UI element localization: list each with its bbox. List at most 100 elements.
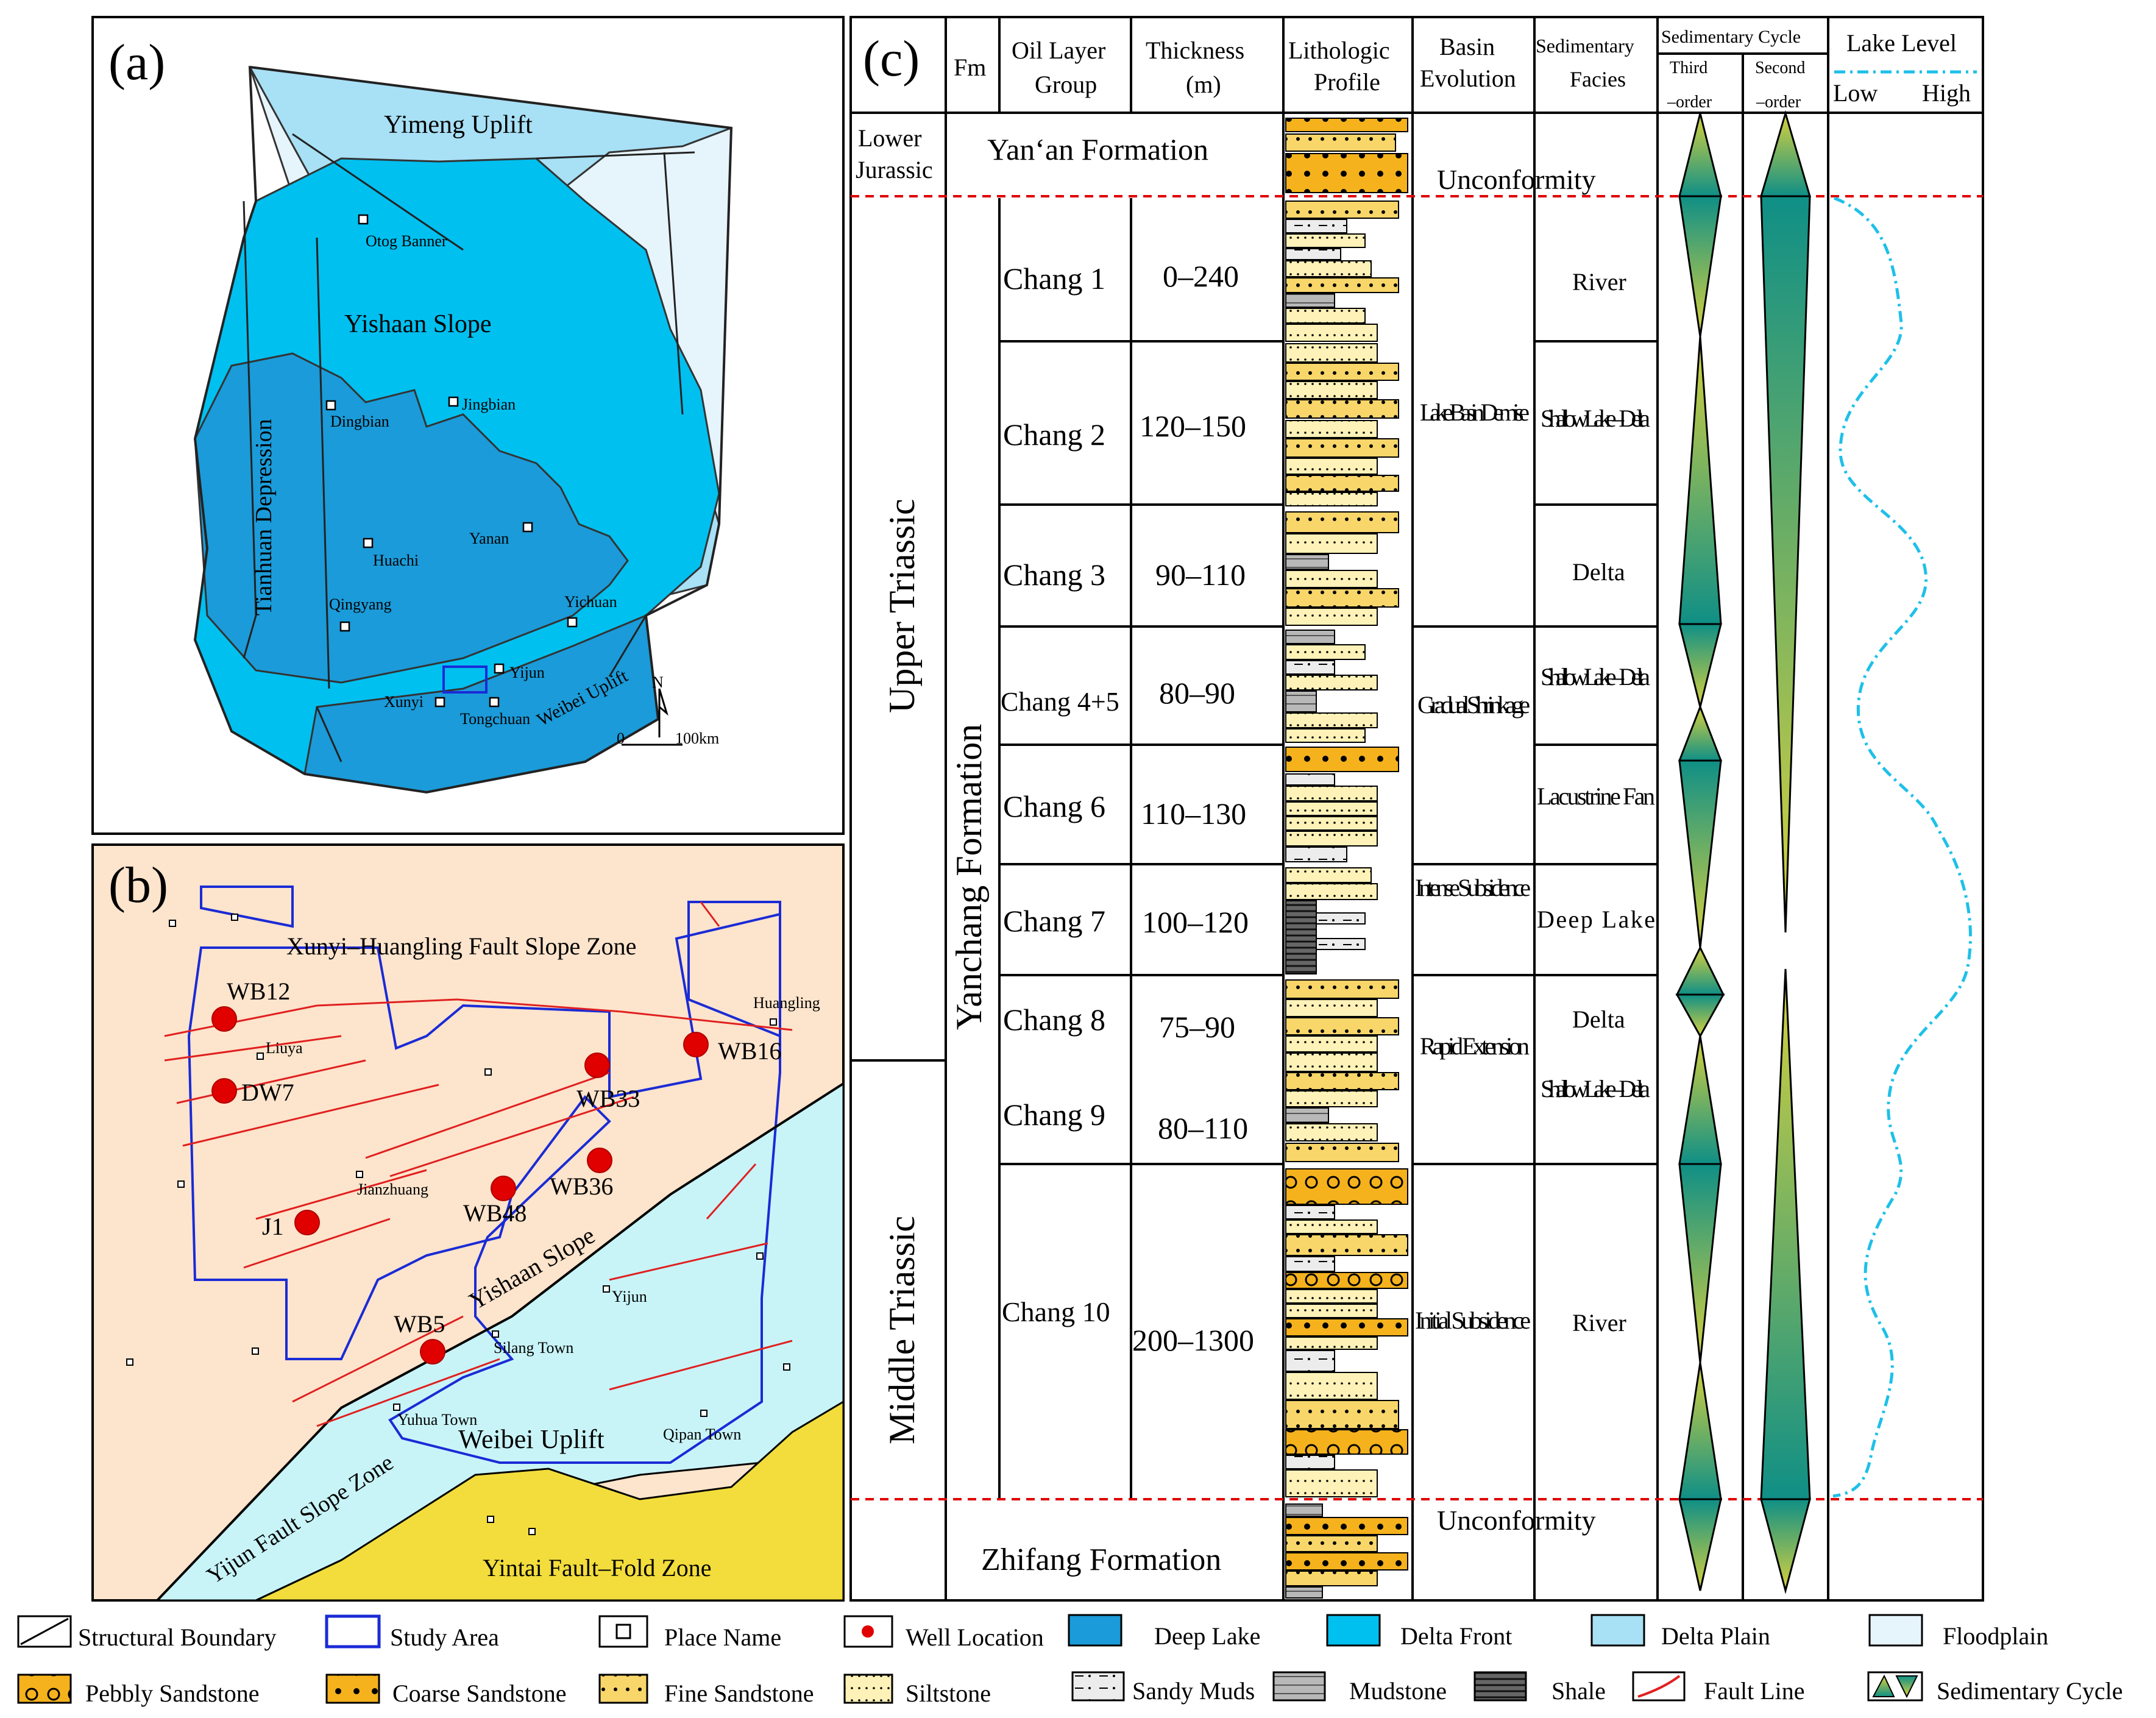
panel-a: (a) Yimeng Uplift Yishaan Slope Tianhuan… bbox=[91, 16, 845, 835]
panel-b: (b) Xunyi–Huangling Fault Slope Zone Yis… bbox=[91, 843, 845, 1602]
svg-text:Shallow Lake –Delta: Shallow Lake –Delta bbox=[1541, 663, 1650, 690]
region-yimeng-uplift: Yimeng Uplift bbox=[384, 111, 533, 139]
place-markers-a bbox=[325, 214, 578, 708]
well-wb16 bbox=[683, 1032, 709, 1057]
header-sedimentary-cycle: Sedimentary Cycle bbox=[1661, 27, 1801, 47]
second-order-cycles bbox=[1759, 110, 1812, 1594]
region-yishaan-slope: Yishaan Slope bbox=[344, 310, 491, 338]
header-facies: Facies bbox=[1570, 67, 1626, 91]
place-yuhua-town: Yuhua Town bbox=[397, 1411, 477, 1429]
svg-text:Rapid Extension: Rapid Extension bbox=[1420, 1032, 1530, 1060]
svg-text:N: N bbox=[652, 673, 664, 691]
well-label-wb36: WB36 bbox=[550, 1173, 613, 1200]
header-thickness-unit: (m) bbox=[1186, 71, 1221, 98]
place-silang-town: Silang Town bbox=[494, 1339, 573, 1357]
well-label-wb33: WB33 bbox=[576, 1085, 640, 1112]
place-xunyi: Xunyi bbox=[384, 693, 424, 711]
lithologic-profile bbox=[1285, 118, 1408, 1599]
legend-study-area: Study Area bbox=[390, 1624, 499, 1651]
legend-place-name: Place Name bbox=[664, 1624, 781, 1651]
svg-text:River: River bbox=[1572, 1309, 1626, 1336]
structural-boundaries bbox=[243, 133, 695, 762]
legend-delta-plain: Delta Plain bbox=[1661, 1622, 1770, 1650]
header-sedimentary: Sedimentary bbox=[1536, 35, 1634, 57]
place-markers-b bbox=[126, 914, 790, 1535]
panel-c-label: (c) bbox=[863, 30, 920, 87]
legend-well-location: Well Location bbox=[906, 1624, 1044, 1651]
legend-mudstone: Mudstone bbox=[1349, 1677, 1447, 1705]
well-label-dw7: DW7 bbox=[241, 1079, 294, 1106]
north-arrow: N bbox=[652, 673, 668, 737]
legend-fine-sandstone: Fine Sandstone bbox=[664, 1680, 814, 1707]
sedimentary-facies: River Shallow Lake –Delta Delta Shallow … bbox=[1537, 268, 1655, 1336]
place-jianzhuang: Jianzhuang bbox=[357, 1180, 428, 1198]
zhifang-formation: Zhifang Formation bbox=[981, 1542, 1221, 1577]
unconformity-top-label: Unconformity bbox=[1437, 164, 1596, 195]
svg-text:Shallow Lake –Delta: Shallow Lake –Delta bbox=[1541, 1075, 1650, 1102]
third-order-cycles bbox=[1675, 113, 1725, 1591]
place-yichuan: Yichuan bbox=[564, 593, 617, 611]
panel-c: (c) Fm Oil Layer Group Thickness (m) Lit… bbox=[849, 16, 1984, 1602]
place-jingbian: Jingbian bbox=[462, 396, 516, 413]
legend-structural-boundary: Structural Boundary bbox=[78, 1624, 277, 1651]
svg-text:100km: 100km bbox=[675, 729, 719, 747]
thickness-chang1: 0–240 bbox=[1163, 259, 1239, 293]
svg-text:Intense Subsidence: Intense Subsidence bbox=[1415, 874, 1531, 901]
header-thickness: Thickness bbox=[1146, 37, 1244, 64]
zone-yintai-fault-fold: Yintai Fault–Fold Zone bbox=[483, 1554, 712, 1581]
legend-shale: Shale bbox=[1551, 1677, 1606, 1705]
place-tongchuan: Tongchuan bbox=[460, 710, 530, 728]
place-otog-banner: Otog Banner bbox=[366, 232, 447, 250]
svg-text:Delta: Delta bbox=[1572, 1006, 1625, 1033]
well-label-wb16: WB16 bbox=[718, 1037, 781, 1065]
boundary-yijun bbox=[156, 1082, 845, 1602]
header-fm: Fm bbox=[954, 54, 986, 81]
header-second-order: –order bbox=[1756, 93, 1801, 112]
oil-layer-chang8: Chang 8 bbox=[1003, 1003, 1105, 1037]
basin-evolution: Lake Basin Demise Gradual Shrinkage Inte… bbox=[1415, 399, 1531, 1334]
header-basin: Basin bbox=[1439, 33, 1495, 60]
header-evolution: Evolution bbox=[1420, 65, 1516, 92]
svg-text:0: 0 bbox=[617, 729, 625, 747]
well-label-j1: J1 bbox=[262, 1213, 284, 1240]
well-markers bbox=[211, 1006, 709, 1365]
place-yanan: Yanan bbox=[469, 530, 509, 547]
well-wb33 bbox=[584, 1052, 610, 1078]
thickness-chang2: 120–150 bbox=[1140, 409, 1246, 443]
oil-layer-chang7: Chang 7 bbox=[1003, 904, 1105, 938]
panel-a-label: (a) bbox=[108, 34, 165, 91]
header-second: Second bbox=[1755, 59, 1805, 77]
study-area-box bbox=[442, 666, 488, 694]
yanan-formation: Yan‘an Formation bbox=[987, 132, 1208, 166]
basin-outline bbox=[193, 66, 733, 794]
thickness-chang6: 110–130 bbox=[1141, 797, 1246, 831]
oil-layer-chang10: Chang 10 bbox=[1002, 1296, 1110, 1327]
thickness-chang7: 100–120 bbox=[1142, 905, 1249, 939]
header-third-order: –order bbox=[1667, 93, 1712, 112]
place-dingbian: Dingbian bbox=[330, 413, 389, 430]
thickness-chang10: 200–1300 bbox=[1132, 1323, 1254, 1357]
oil-layer-chang6: Chang 6 bbox=[1003, 789, 1105, 823]
thickness-chang8: 75–90 bbox=[1159, 1010, 1235, 1044]
svg-text:Gradual Shrinkage: Gradual Shrinkage bbox=[1417, 691, 1530, 719]
panel-b-label: (b) bbox=[108, 857, 168, 914]
place-qipan-town: Qipan Town bbox=[663, 1425, 741, 1443]
column-lines bbox=[945, 17, 1829, 1600]
legend-delta-front: Delta Front bbox=[1400, 1622, 1512, 1650]
place-qingyang: Qingyang bbox=[329, 595, 392, 613]
header-profile: Profile bbox=[1314, 68, 1380, 96]
thickness-chang3: 90–110 bbox=[1155, 558, 1246, 592]
zone-weibei-uplift: Weibei Uplift bbox=[458, 1424, 605, 1454]
oil-layer-chang9: Chang 9 bbox=[1003, 1098, 1105, 1132]
lower-jurassic-1: Lower bbox=[858, 124, 921, 152]
header-high: High bbox=[1922, 79, 1971, 107]
region-tianhuan-depression: Tianhuan Depression bbox=[251, 419, 277, 616]
oil-layer-chang2: Chang 2 bbox=[1003, 417, 1105, 452]
place-huachi: Huachi bbox=[373, 552, 419, 569]
legend-coarse-sandstone: Coarse Sandstone bbox=[392, 1680, 567, 1707]
well-j1 bbox=[294, 1210, 320, 1235]
svg-text:Initial Subsidence: Initial Subsidence bbox=[1415, 1307, 1531, 1334]
place-yijun-b: Yijun bbox=[612, 1288, 647, 1305]
row-lines bbox=[851, 52, 1983, 1165]
